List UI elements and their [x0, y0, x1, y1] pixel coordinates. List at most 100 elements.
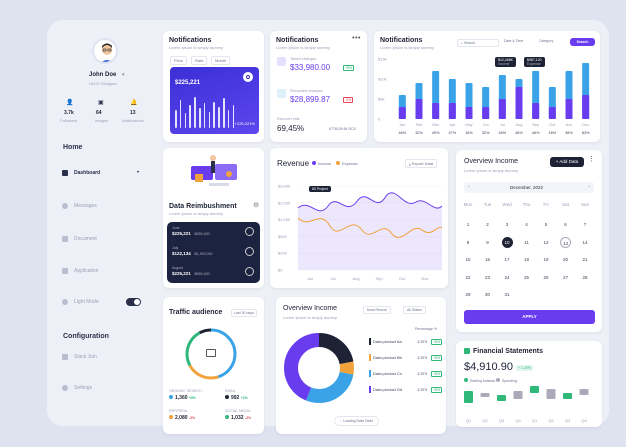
- calendar-day[interactable]: 12: [543, 239, 549, 245]
- radio-button[interactable]: [245, 267, 254, 276]
- percent-label: 49%: [432, 131, 440, 135]
- calendar-day[interactable]: 26: [543, 274, 549, 280]
- status-filter[interactable]: All Status: [403, 306, 426, 314]
- product-row[interactable]: Data product Cc 1.974 +8%: [369, 369, 444, 379]
- add-data-button[interactable]: + Add Data: [550, 157, 584, 167]
- expense-line: [297, 217, 443, 238]
- calendar-day[interactable]: 2: [486, 222, 489, 227]
- sidebar-item-dashboard[interactable]: Dashboard: [62, 170, 100, 176]
- calendar-day[interactable]: 19: [543, 257, 549, 262]
- financial-value: $4,910.90: [464, 361, 513, 373]
- calendar-day[interactable]: 17: [504, 257, 510, 262]
- calendar-day[interactable]: 28: [582, 274, 588, 280]
- category-filter[interactable]: Category: [539, 39, 554, 43]
- expense-bar: [548, 107, 556, 119]
- slack-icon: [62, 354, 68, 360]
- prev-month-icon[interactable]: ‹: [468, 184, 470, 190]
- row-label: Recorded charges: [290, 88, 323, 93]
- light-mode-toggle[interactable]: [126, 298, 141, 306]
- sidebar-item-messages[interactable]: Messages: [62, 203, 97, 209]
- export-button[interactable]: ⤓ Export Data: [405, 159, 438, 168]
- calendar-day[interactable]: 5: [544, 222, 548, 227]
- filter-price[interactable]: Price: [170, 56, 188, 65]
- calendar-day[interactable]: 31: [504, 292, 510, 297]
- stat-value: 64: [96, 110, 102, 116]
- recover-label: Recover rate: [277, 116, 300, 121]
- filter-rate[interactable]: Rate: [191, 56, 208, 65]
- calendar-day[interactable]: 6: [564, 222, 567, 227]
- calendar-day[interactable]: 18: [523, 257, 529, 262]
- row-label: Taxed charges: [290, 56, 317, 61]
- chevron-down-icon[interactable]: ▾: [122, 72, 125, 78]
- calendar-day[interactable]: 14: [582, 239, 588, 245]
- calendar-day[interactable]: 9: [486, 239, 489, 245]
- calendar-day[interactable]: 24: [504, 274, 510, 280]
- calendar-day[interactable]: 21: [582, 257, 588, 262]
- donut-segment: [284, 333, 354, 403]
- calendar-day[interactable]: 23: [484, 274, 490, 280]
- mini-bar-chart: [175, 95, 237, 128]
- next-month-icon[interactable]: ›: [588, 184, 590, 190]
- x-tick-label: Nov: [421, 276, 428, 281]
- row-value: $225,221: [172, 231, 191, 236]
- weekday-label: Mon: [463, 202, 473, 207]
- calendar-day[interactable]: 8: [466, 239, 470, 245]
- product-row[interactable]: Data product Dd 1.974 +8%: [369, 385, 444, 395]
- search-input[interactable]: ⌕ Search: [457, 39, 499, 47]
- calendar-day[interactable]: 16: [484, 257, 490, 262]
- calendar-day[interactable]: 15: [465, 257, 471, 262]
- sidebar-item-slack-join[interactable]: Slack Join: [62, 354, 97, 360]
- calendar-day[interactable]: 7: [583, 222, 587, 227]
- product-row[interactable]: Data product Bb 1.974 +8%: [369, 353, 444, 363]
- date-filter[interactable]: Date & Time: [504, 39, 524, 43]
- profile-role: UI/UX Designer: [89, 81, 117, 86]
- traffic-legend: ORGANIC SEARCH 1,360 +8% EMAIL 992 +2% REFER…: [169, 389, 261, 429]
- sidebar-item-settings[interactable]: Settings: [62, 385, 92, 391]
- calendar-day[interactable]: 22: [465, 274, 471, 280]
- tooltip-expense: $987,120 Expense: [524, 57, 545, 67]
- calendar-day[interactable]: 30: [484, 292, 490, 297]
- sidebar-item-document[interactable]: Document: [62, 236, 97, 242]
- calendar-day[interactable]: 29: [465, 292, 471, 297]
- x-tick-label: Q3: [499, 418, 505, 423]
- card-title: Financial Statements: [473, 348, 544, 355]
- search-button[interactable]: Search: [570, 38, 595, 46]
- weekday-label: Thu: [522, 202, 531, 207]
- sidebar-item-application[interactable]: Application: [62, 268, 98, 274]
- sidebar-item-light-mode[interactable]: Light Mode: [62, 299, 99, 305]
- y-tick-label: $1,000: [278, 217, 291, 222]
- more-menu-icon[interactable]: ⋮: [588, 156, 596, 163]
- radio-button[interactable]: [245, 227, 254, 236]
- month-selector: ‹ December, 2022 ›: [464, 182, 594, 193]
- filter-month[interactable]: Month: [211, 56, 231, 65]
- apply-button[interactable]: APPLY: [464, 310, 595, 324]
- avatar[interactable]: [92, 38, 118, 64]
- calendar-day[interactable]: 1: [466, 222, 470, 227]
- document-icon: [62, 236, 68, 242]
- card-title: Traffic audience: [169, 309, 223, 316]
- calendar-day[interactable]: 4: [525, 222, 528, 227]
- calendar-day[interactable]: 3: [505, 222, 509, 227]
- overview-donut-chart: [284, 333, 354, 403]
- calendar-day[interactable]: 13: [560, 236, 571, 248]
- product-row[interactable]: Data product Aa 1.974 +8%: [369, 337, 444, 347]
- balance-panel: $225,221 +225,221%: [170, 67, 259, 134]
- loading-table-button[interactable]: ◌ Loading Data Table: [334, 416, 380, 426]
- calendar-day[interactable]: 25: [523, 274, 529, 280]
- calendar-day[interactable]: 11: [524, 239, 529, 245]
- y-tick-label: $15k: [378, 57, 387, 62]
- more-menu-icon[interactable]: •••: [352, 35, 361, 42]
- sun-icon: [62, 299, 68, 305]
- calendar-day[interactable]: 20: [562, 257, 568, 262]
- calendar-day[interactable]: 10: [501, 236, 513, 248]
- x-tick-label: Apr: [449, 123, 456, 127]
- status-badge: + 1.29%: [516, 365, 533, 371]
- period-filter[interactable]: Last 30 days: [231, 309, 257, 317]
- more-circle-icon[interactable]: ⊝: [253, 202, 259, 209]
- settings-circle-icon[interactable]: [243, 72, 253, 82]
- calendar-day[interactable]: 27: [562, 274, 568, 280]
- traffic-card: Traffic audience Last 30 days ORGANIC SE…: [163, 297, 264, 434]
- mini-bar: [179, 99, 182, 128]
- recent-filter[interactable]: Most Recent: [363, 306, 391, 314]
- radio-button[interactable]: [245, 247, 254, 256]
